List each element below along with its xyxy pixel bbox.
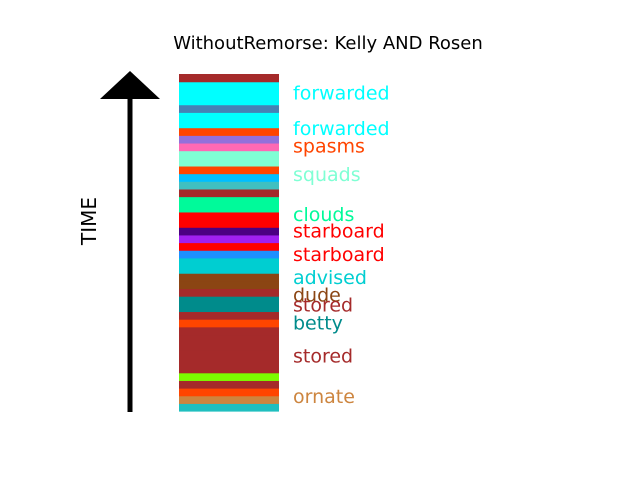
timeline-segment bbox=[179, 319, 279, 328]
word-label: spasms bbox=[293, 135, 365, 157]
timeline-segment bbox=[179, 181, 279, 190]
timeline-segment bbox=[179, 196, 279, 205]
time-arrow-head bbox=[100, 71, 160, 99]
timeline-segment bbox=[179, 173, 279, 182]
word-label: starboard bbox=[293, 244, 385, 266]
word-label: stored bbox=[293, 295, 353, 317]
y-axis-label: TIME bbox=[77, 197, 101, 246]
timeline-segment bbox=[179, 127, 279, 136]
timeline-segment bbox=[179, 142, 279, 152]
timeline-segment bbox=[179, 288, 279, 297]
timeline-segment bbox=[179, 158, 279, 167]
timeline-segment bbox=[179, 204, 279, 213]
timeline-segment bbox=[179, 119, 279, 129]
timeline-segment bbox=[179, 112, 279, 121]
timeline-segment bbox=[179, 311, 279, 320]
timeline-segment bbox=[179, 74, 279, 83]
timeline-segment bbox=[179, 349, 279, 358]
timeline-segment bbox=[179, 104, 279, 113]
timeline-segment bbox=[179, 403, 279, 412]
timeline-segment bbox=[179, 135, 279, 144]
timeline-segment bbox=[179, 227, 279, 236]
timeline-segment bbox=[179, 242, 279, 251]
timeline-segment bbox=[179, 296, 279, 305]
timeline-segment bbox=[179, 273, 279, 282]
timeline-segment bbox=[179, 96, 279, 106]
timeline-segment bbox=[179, 395, 279, 404]
timeline-segment bbox=[179, 81, 279, 90]
word-label: starboard bbox=[293, 221, 385, 243]
word-label: betty bbox=[293, 312, 343, 334]
word-labels: forwardedforwardedspasmssquadscloudsstar… bbox=[293, 83, 390, 408]
word-label: ornate bbox=[293, 386, 355, 408]
timeline-segment bbox=[179, 150, 279, 159]
word-label: forwarded bbox=[293, 118, 390, 140]
word-label: squads bbox=[293, 164, 361, 186]
timeline-segment bbox=[179, 342, 279, 351]
word-label: stored bbox=[293, 346, 353, 368]
timeline-segment bbox=[179, 211, 279, 221]
timeline-segment bbox=[179, 303, 279, 313]
timeline-bar bbox=[179, 74, 279, 412]
timeline-segment bbox=[179, 257, 279, 267]
word-label: advised bbox=[293, 267, 367, 289]
timeline-segment bbox=[179, 388, 279, 397]
timeline-segment bbox=[179, 334, 279, 343]
timeline-segment bbox=[179, 326, 279, 336]
timeline-segment bbox=[179, 188, 279, 198]
timeline-segment bbox=[179, 234, 279, 244]
timeline-segment bbox=[179, 357, 279, 366]
timeline-segment bbox=[179, 265, 279, 274]
timeline-segment bbox=[179, 219, 279, 228]
timeline-segment bbox=[179, 365, 279, 374]
word-label: forwarded bbox=[293, 83, 390, 105]
timeline-segment bbox=[179, 380, 279, 389]
timeline-segment bbox=[179, 89, 279, 98]
timeline-segment bbox=[179, 280, 279, 290]
word-label: dude bbox=[293, 284, 341, 306]
chart-title: WithoutRemorse: Kelly AND Rosen bbox=[173, 33, 483, 54]
timeline-segment bbox=[179, 165, 279, 175]
timeline-segment bbox=[179, 372, 279, 381]
timeline-segment bbox=[179, 250, 279, 259]
word-label: clouds bbox=[293, 204, 354, 226]
